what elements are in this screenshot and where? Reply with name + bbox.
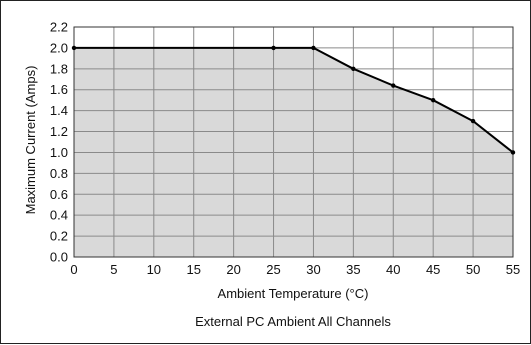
y-tick-label: 0.0 [50, 250, 68, 265]
y-axis-title: Maximum Current (Amps) [23, 66, 38, 215]
x-tick-label: 5 [110, 262, 117, 277]
y-tick-label: 2.0 [50, 40, 68, 55]
y-tick-label: 1.6 [50, 82, 68, 97]
data-point [271, 45, 276, 51]
x-axis-title: Ambient Temperature (°C) [218, 286, 369, 301]
x-tick-label: 10 [147, 262, 161, 277]
data-point [430, 97, 436, 103]
data-point [311, 45, 316, 51]
y-tick-label: 2.2 [50, 20, 68, 35]
data-points-layer [71, 45, 516, 155]
x-tick-label: 0 [70, 262, 77, 277]
x-tick-label: 45 [426, 262, 440, 277]
x-tick-label: 25 [266, 262, 280, 277]
y-tick-label: 1.0 [50, 145, 68, 160]
y-tick-label: 0.8 [50, 166, 68, 181]
y-tick-label: 0.6 [50, 187, 68, 202]
y-tick-label: 1.2 [50, 124, 68, 139]
y-tick-label: 1.4 [50, 103, 68, 118]
plot-border [73, 26, 514, 258]
grid-layer [73, 26, 514, 258]
x-tick-label: 20 [226, 262, 240, 277]
y-tick-label: 0.2 [50, 229, 68, 244]
data-point [470, 118, 476, 124]
series-line-layer [74, 46, 514, 154]
x-tick-labels: 0 5 10 15 20 25 30 35 40 45 50 55 [70, 262, 520, 277]
x-tick-label: 55 [506, 262, 520, 277]
data-point [71, 45, 77, 51]
x-tick-label: 15 [186, 262, 200, 277]
x-tick-label: 35 [346, 262, 360, 277]
x-tick-label: 50 [466, 262, 480, 277]
data-point [391, 83, 396, 88]
y-tick-label: 1.8 [50, 61, 68, 76]
data-point [510, 150, 516, 155]
y-tick-labels: 0.0 0.2 0.4 0.6 0.8 1.0 1.2 1.4 1.6 1.8 2.0 2.2 [50, 20, 68, 265]
x-tick-label: 30 [306, 262, 320, 277]
data-point [351, 66, 356, 72]
series-line [74, 46, 514, 154]
y-tick-label: 0.4 [50, 208, 68, 223]
chart-caption: External PC Ambient All Channels [195, 314, 391, 329]
x-tick-label: 40 [386, 262, 400, 277]
